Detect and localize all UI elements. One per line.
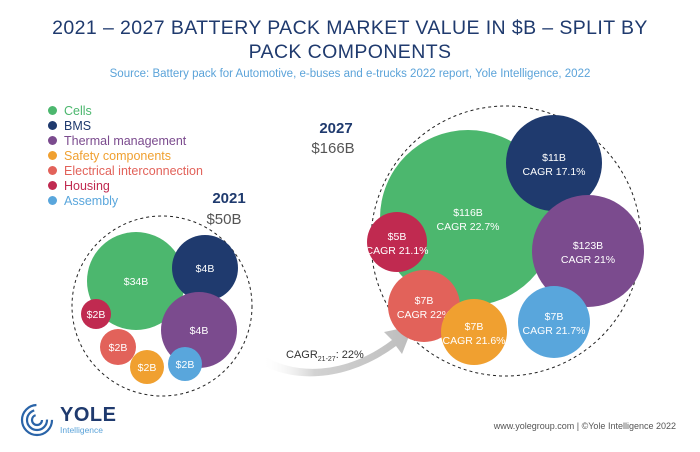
bubble-value-label: $116B [453, 207, 483, 219]
bubble-groups: 2021 $50B $34B $4B $4B $2B $2B $2B $2B 2027 $166B $… [71, 105, 644, 397]
bubble-value-label: $4B [196, 263, 215, 275]
bubble-cagr-label: CAGR 21.7% [522, 325, 585, 337]
bubble-housing-2021: $2B [81, 299, 111, 329]
logo-subtitle: Intelligence [60, 425, 104, 435]
bubble-circle [532, 195, 644, 307]
footer-credit: www.yolegroup.com | ©Yole Intelligence 2… [493, 421, 676, 431]
bubble-housing-2027: $5B CAGR 21.1% [365, 212, 429, 272]
bubble-assembly-2021: $2B [168, 347, 202, 381]
legend-item-3: Safety components [48, 148, 203, 163]
bubble-cagr-label: CAGR 21.6% [442, 335, 505, 347]
bubble-cells-2021: $34B [87, 232, 185, 330]
legend-swatch [48, 196, 57, 205]
bubble-circle [100, 329, 136, 365]
legend-swatch [48, 136, 57, 145]
legend-item-1: BMS [48, 118, 203, 133]
legend-swatch [48, 166, 57, 175]
chart-title: 2021 – 2027 BATTERY PACK MARKET VALUE IN… [0, 16, 700, 64]
bubble-cagr-label: CAGR 22% [397, 309, 451, 321]
legend-label: BMS [64, 118, 92, 133]
bubble-value-label: $123B [573, 240, 603, 252]
bubble-value-label: $34B [124, 276, 149, 288]
bubble-circle [367, 212, 427, 272]
bubble-value-label: $7B [545, 311, 564, 323]
bubble-circle [168, 347, 202, 381]
bubble-value-label: $2B [87, 309, 106, 321]
bubble-group-2021: 2021 $50B $34B $4B $4B $2B $2B $2B $2B [71, 190, 253, 397]
bubble-value-label: $2B [138, 362, 157, 374]
chart-title-line1: 2021 – 2027 BATTERY PACK MARKET VALUE IN… [52, 17, 648, 39]
legend-label: Housing [64, 178, 110, 193]
year-total: $50B [206, 211, 241, 228]
legend-item-4: Electrical interconnection [48, 163, 203, 178]
chart-title-line2: PACK COMPONENTS [248, 41, 452, 63]
bubble-thermal-management-2027: $123B CAGR 21% [532, 195, 644, 307]
bubble-value-label: $5B [388, 231, 407, 243]
bubble-circle [172, 235, 238, 301]
bubble-electrical-interconnection-2021: $2B [100, 329, 136, 365]
group-boundary-2021 [71, 215, 253, 397]
bubble-circle [441, 299, 507, 365]
year-label: 2027 [319, 120, 352, 137]
legend-item-0: Cells [48, 103, 203, 118]
legend-item-5: Housing [48, 178, 203, 193]
overall-cagr-label: CAGR21-27: 22% [286, 349, 364, 363]
legend-item-2: Thermal management [48, 133, 203, 148]
bubble-value-label: $7B [415, 295, 434, 307]
legend-swatch [48, 106, 57, 115]
yole-swirl-icon [20, 403, 54, 437]
legend-label: Electrical interconnection [64, 163, 203, 178]
bubble-circle [506, 115, 602, 211]
chart-subtitle: Source: Battery pack for Automotive, e-b… [109, 68, 591, 80]
growth-arrow [262, 326, 413, 377]
bubble-circle [130, 350, 164, 384]
bubble-safety-components-2027: $7B CAGR 21.6% [441, 299, 507, 365]
bubble-circle [518, 286, 590, 358]
bubble-cagr-label: CAGR 21% [561, 254, 615, 266]
legend-label: Safety components [64, 148, 172, 163]
bubble-value-label: $11B [542, 152, 566, 164]
legend-swatch [48, 181, 57, 190]
bubble-cagr-label: CAGR 21.1% [365, 245, 428, 257]
year-total: $166B [311, 140, 354, 157]
bubble-value-label: $2B [109, 342, 128, 354]
legend-swatch [48, 151, 57, 160]
yole-logo: YOLE Intelligence [20, 403, 116, 437]
bubble-safety-components-2021: $2B [130, 350, 164, 384]
bubble-circle [87, 232, 185, 330]
bubble-cagr-label: CAGR 22.7% [436, 221, 499, 233]
bubble-circle [81, 299, 111, 329]
bubble-bms-2027: $11B CAGR 17.1% [506, 115, 602, 211]
logo-name: YOLE [60, 404, 117, 426]
bubble-value-label: $2B [176, 359, 195, 371]
year-label: 2021 [212, 190, 245, 207]
legend-label: Thermal management [64, 133, 187, 148]
legend-item-6: Assembly [48, 193, 203, 208]
bubble-value-label: $7B [465, 321, 484, 333]
bubble-cagr-label: CAGR 17.1% [522, 166, 585, 178]
bubble-value-label: $4B [190, 325, 209, 337]
legend: Cells BMS Thermal management Safety compone… [48, 103, 203, 208]
legend-label: Assembly [64, 193, 119, 208]
bubble-assembly-2027: $7B CAGR 21.7% [518, 286, 590, 358]
legend-label: Cells [64, 103, 92, 118]
legend-swatch [48, 121, 57, 130]
bubble-bms-2021: $4B [172, 235, 238, 301]
